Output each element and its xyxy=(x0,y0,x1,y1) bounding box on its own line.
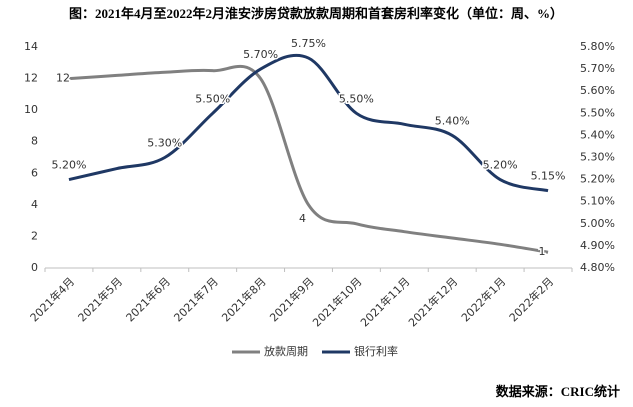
y2-tick-label: 4.80% xyxy=(580,261,615,274)
data-label: 5.20% xyxy=(51,159,86,172)
data-label: 5.50% xyxy=(339,92,374,105)
x-tick-label: 2021年10月 xyxy=(309,274,364,329)
line-series xyxy=(68,53,549,193)
line-series xyxy=(68,64,549,254)
x-tick-label: 2022年1月 xyxy=(458,274,508,324)
x-tick-label: 2021年9月 xyxy=(267,274,317,324)
data-label: 5.20% xyxy=(483,159,518,172)
y2-tick-label: 5.20% xyxy=(580,173,615,186)
data-label: 12 xyxy=(56,72,70,85)
data-label: 5.15% xyxy=(531,170,566,183)
data-label: 5.40% xyxy=(435,114,470,127)
y2-tick-label: 5.80% xyxy=(580,40,615,53)
data-label: 5.70% xyxy=(243,48,278,61)
data-label: 5.30% xyxy=(147,137,182,150)
y-tick-label: 12 xyxy=(24,72,38,85)
x-tick-label: 2021年7月 xyxy=(171,274,221,324)
x-tick-label: 2021年4月 xyxy=(27,274,77,324)
y2-tick-label: 5.50% xyxy=(580,106,615,119)
x-tick-label: 2022年2月 xyxy=(506,274,556,324)
y-tick-label: 4 xyxy=(31,198,38,211)
data-label: 1 xyxy=(539,245,546,258)
y2-tick-label: 5.00% xyxy=(580,217,615,230)
y-tick-label: 14 xyxy=(24,40,38,53)
x-tick-label: 2021年11月 xyxy=(357,274,412,329)
data-label: 5.50% xyxy=(195,92,230,105)
x-tick-label: 2021年5月 xyxy=(75,274,125,324)
source: 数据来源：CRIC统计 xyxy=(496,384,620,399)
x-tick-label: 2021年8月 xyxy=(219,274,269,324)
y2-tick-label: 5.60% xyxy=(580,84,615,97)
y-tick-label: 0 xyxy=(31,261,38,274)
chart-title: 图：2021年4月至2022年2月淮安涉房贷款放款周期和首套房利率变化（单位：周… xyxy=(69,6,563,21)
legend-label: 银行利率 xyxy=(354,344,398,358)
legend-label: 放款周期 xyxy=(264,344,308,358)
y2-tick-label: 5.70% xyxy=(580,62,615,75)
y2-tick-label: 5.40% xyxy=(580,128,615,141)
y-tick-label: 6 xyxy=(31,166,38,179)
y2-tick-label: 4.90% xyxy=(580,239,615,252)
y2-tick-label: 5.30% xyxy=(580,151,615,164)
y-tick-label: 8 xyxy=(31,135,38,148)
y-tick-label: 10 xyxy=(24,103,38,116)
x-tick-label: 2021年6月 xyxy=(123,274,173,324)
x-tick-label: 2021年12月 xyxy=(405,274,460,329)
y-tick-label: 2 xyxy=(31,229,38,242)
y2-tick-label: 5.10% xyxy=(580,195,615,208)
data-label: 5.75% xyxy=(291,37,326,50)
data-label: 4 xyxy=(299,212,306,225)
